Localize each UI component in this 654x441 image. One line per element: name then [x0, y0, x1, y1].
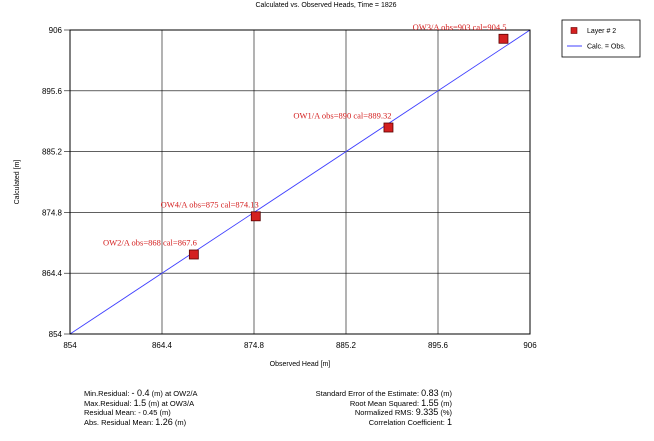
stat-unit: (m) [440, 389, 452, 398]
legend-label-calc-obs: Calc. = Obs. [587, 44, 626, 51]
stat-label: Min.Residual: [84, 389, 130, 398]
data-point-marker [498, 33, 509, 44]
stat-max-residual: Max.Residual: 1.5 (m) at OW3/A [84, 397, 197, 409]
x-tick-label: 885.2 [336, 341, 357, 350]
stat-value: 0.83 [421, 388, 439, 398]
stat-unit: (m) [159, 408, 171, 417]
data-point-marker [250, 211, 261, 222]
stat-unit: (m) [174, 417, 187, 427]
calc-equals-obs-line [69, 29, 531, 335]
data-points [188, 33, 509, 260]
stat-label: Correlation Coefficient: [368, 417, 445, 427]
x-axis-label: Observed Head [m] [270, 361, 331, 368]
data-point-label: OW4/A obs=875 cal=874.13 [161, 199, 259, 209]
stat-standard-error: Standard Error of the Estimate: 0.83 (m) [300, 388, 452, 399]
point-labels: OW2/A obs=868 cal=867.6 OW4/A obs=875 cal… [103, 22, 506, 248]
x-tick-label: 874.8 [244, 341, 265, 350]
y-axis-label: Calculated [m] [14, 160, 21, 205]
stat-normalized-rms: Normalized RMS: 9.335 (%) [300, 407, 452, 418]
legend-marker-swatch [570, 27, 578, 34]
stat-unit: (m) [440, 398, 452, 408]
data-point-label: OW3/A obs=903 cal=904.5 [413, 22, 507, 32]
stat-value: - 0.45 [138, 408, 158, 417]
legend-label-layer: Layer # 2 [587, 28, 616, 35]
data-point-label: OW1/A obs=890 cal=889.32 [293, 111, 391, 121]
x-tick-label: 864.4 [152, 341, 173, 350]
legend: Layer # 2 Calc. = Obs. [561, 19, 641, 58]
stat-unit: (m) at OW2/A [151, 389, 198, 398]
reference-line [69, 29, 531, 335]
y-tick-label: 854 [49, 330, 63, 339]
stat-value: 9.335 [415, 407, 439, 417]
data-point-marker [383, 122, 394, 133]
y-tick-label: 874.8 [42, 208, 63, 217]
y-tick-label: 895.6 [42, 87, 63, 96]
stat-label: Max.Residual: [84, 398, 132, 408]
y-tick-label: 885.2 [42, 148, 63, 157]
x-tick-label: 854 [63, 341, 77, 350]
y-tick-label: 864.4 [42, 269, 63, 278]
stat-label: Normalized RMS: [354, 408, 414, 417]
stat-correlation: Correlation Coefficient: 1 [300, 416, 452, 428]
stat-label: Standard Error of the Estimate: [315, 389, 420, 398]
plot-frame [69, 29, 531, 335]
legend-box [561, 19, 641, 58]
stat-label: Residual Mean: [84, 408, 137, 417]
data-point-label: OW2/A obs=868 cal=867.6 [103, 237, 197, 247]
fit-stats: Standard Error of the Estimate: 0.83 (m)… [300, 388, 452, 428]
stat-unit: (%) [440, 408, 452, 417]
stat-value: 1 [446, 416, 452, 427]
x-tick-label: 906 [523, 341, 537, 350]
stat-residual-mean: Residual Mean: - 0.45 (m) [84, 408, 197, 418]
stat-min-residual: Min.Residual: - 0.4 (m) at OW2/A [84, 388, 198, 399]
y-tick-label: 906 [49, 26, 63, 35]
stat-abs-residual-mean: Abs. Residual Mean: 1.26 (m) [84, 416, 197, 428]
grid [64, 29, 531, 335]
stat-unit: (m) at OW3/A [148, 398, 195, 408]
stat-value: 1.26 [155, 416, 173, 427]
residual-stats: Min.Residual: - 0.4 (m) at OW2/A Max.Res… [84, 388, 198, 428]
stat-label: Abs. Residual Mean: [84, 417, 154, 427]
stat-value: 1.5 [133, 397, 147, 408]
data-point-marker [188, 249, 199, 260]
stat-value: 1.55 [421, 397, 439, 408]
x-tick-labels: 854 864.4 874.8 885.2 895.6 906 [63, 341, 537, 350]
y-tick-labels: 854 864.4 874.8 885.2 895.6 906 [42, 26, 63, 339]
stat-label: Root Mean Squared: [349, 398, 420, 408]
chart-title: Calculated vs. Observed Heads, Time = 18… [255, 2, 396, 9]
scatter-chart: Calculated vs. Observed Heads, Time = 18… [14, 2, 641, 368]
stat-rms: Root Mean Squared: 1.55 (m) [300, 397, 452, 409]
x-tick-label: 895.6 [428, 341, 449, 350]
stat-value: - 0.4 [131, 388, 150, 398]
